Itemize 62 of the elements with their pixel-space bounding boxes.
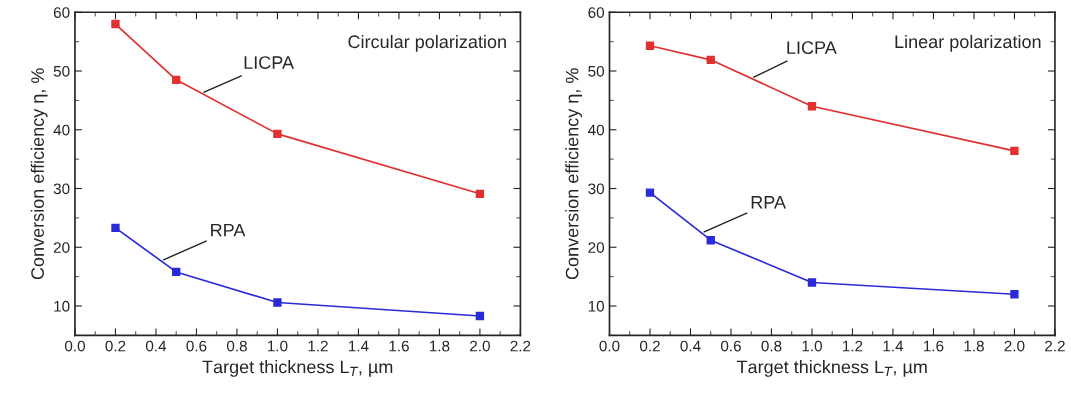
- x-tick-label: 0.6: [186, 340, 207, 352]
- point: [172, 267, 181, 277]
- y-tick-label: 10: [588, 300, 605, 312]
- y-tick-label: 50: [53, 65, 70, 77]
- x-tick-label: 1.8: [429, 340, 450, 352]
- y-tick-label: 20: [53, 242, 70, 253]
- y-tick-label: 40: [587, 124, 605, 136]
- x-tick-label: 1.2: [308, 340, 328, 352]
- y-tick-label: 40: [53, 124, 70, 136]
- x-tick-label: 1.6: [389, 340, 409, 352]
- x-tick-label: 0.4: [680, 340, 701, 352]
- x-axis-title: Target thickness L$_{T}$, µm: [736, 360, 927, 377]
- x-tick-label: 1.0: [267, 340, 288, 352]
- x-tick-label: 1.4: [883, 340, 904, 352]
- text: LICPA: [787, 41, 837, 55]
- x-tick-label: 1.6: [924, 340, 944, 352]
- text: LICPA: [244, 56, 294, 69]
- y-tick-label: 20: [588, 242, 605, 253]
- y-axis-title: Conversion efficiency η, %: [30, 68, 48, 280]
- point: [111, 19, 120, 29]
- point: [111, 223, 120, 233]
- point: [273, 129, 282, 139]
- point: [807, 102, 817, 111]
- x-tick-label: 1.2: [843, 340, 863, 352]
- y-tick-label: 60: [588, 7, 605, 18]
- y-tick-label: 50: [588, 65, 605, 77]
- x-tick-label: 2.2: [1045, 340, 1065, 352]
- annotation: Linear polarization: [895, 34, 1041, 52]
- x-tick-label: 2.2: [510, 340, 531, 352]
- x-tick-label: 0.8: [226, 340, 247, 352]
- y-tick-label: 30: [53, 183, 70, 195]
- x-tick-label: 0.2: [639, 340, 660, 352]
- x-tick-label: 0.0: [64, 340, 85, 352]
- annotation: Circular polarization: [348, 34, 506, 52]
- point: [273, 298, 282, 307]
- point: [807, 278, 817, 287]
- x-tick-label: 0.4: [145, 340, 167, 352]
- x-tick-label: 1.8: [964, 340, 984, 352]
- y-tick-label: 30: [588, 183, 605, 195]
- x-tick-label: 1.0: [802, 340, 822, 352]
- point: [1010, 146, 1019, 156]
- point: [475, 189, 485, 198]
- x-tick-label: 1.4: [348, 340, 369, 352]
- x-tick-label: 0.2: [105, 340, 126, 352]
- text: RPA: [211, 223, 246, 237]
- x-tick-label: 0.6: [720, 340, 741, 352]
- x-axis-title: Target thickness L$_{T}$, µm: [202, 360, 393, 377]
- x-tick-label: 0.8: [761, 340, 782, 352]
- point: [706, 236, 715, 245]
- point: [475, 311, 485, 321]
- point: [172, 75, 181, 84]
- point: [706, 55, 715, 65]
- x-tick-label: 2.0: [470, 340, 490, 352]
- point: [645, 41, 655, 50]
- text: RPA: [751, 196, 786, 209]
- x-tick-label: 2.0: [1004, 340, 1025, 352]
- y-tick-label: 10: [54, 300, 70, 312]
- x-tick-label: 0.0: [599, 340, 620, 352]
- point: [1010, 290, 1019, 299]
- point: [645, 188, 655, 197]
- y-tick-label: 60: [53, 7, 70, 18]
- y-axis-title: Conversion efficiency η, %: [565, 68, 583, 280]
